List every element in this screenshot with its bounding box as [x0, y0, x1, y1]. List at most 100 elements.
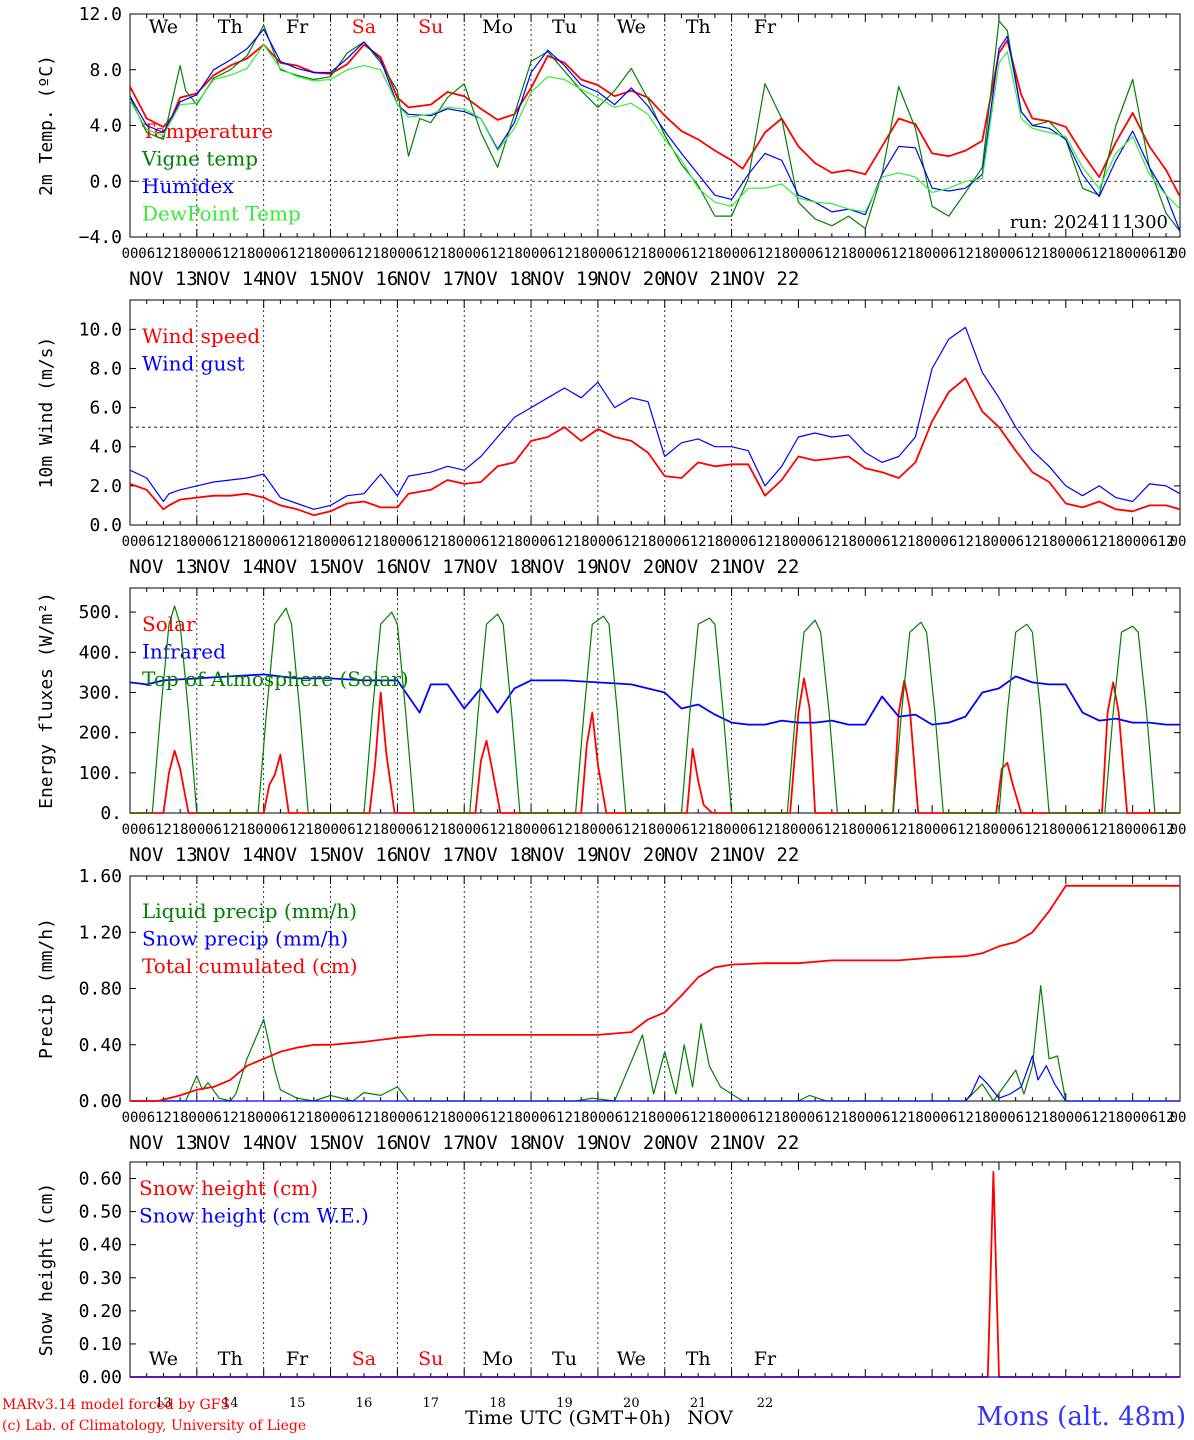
y-tick-label: 0.10	[79, 1334, 122, 1355]
legend-entry: Temperature	[142, 119, 273, 143]
x-hour-label: 06	[406, 534, 423, 550]
x-hour-label: 06	[539, 246, 556, 262]
x-date-label: NOV 18	[463, 556, 532, 578]
x-date-label: NOV 14	[196, 1132, 265, 1154]
x-hour-label: 12	[289, 246, 306, 262]
series-line-red	[130, 677, 1180, 814]
station-name: Mons (alt. 48m)	[976, 1402, 1186, 1432]
x-hour-label: 12	[890, 822, 907, 838]
plot-frame	[129, 587, 1181, 814]
x-hour-label: 06	[1074, 1110, 1091, 1126]
x-hour-label: 18	[773, 246, 790, 262]
x-date-label: NOV 17	[396, 268, 465, 290]
x-hour-label: 12	[1158, 534, 1175, 550]
x-hour-label: 18	[706, 246, 723, 262]
x-hour-label: 00	[122, 822, 139, 838]
weekday-label: We	[617, 16, 646, 38]
y-tick-label: 0.00	[79, 1367, 122, 1388]
weekday-label: Tu	[552, 16, 577, 38]
x-hour-label: 06	[472, 246, 489, 262]
x-hour-label: 06	[472, 1110, 489, 1126]
x-hour-label: 06	[740, 246, 757, 262]
x-date-label: NOV 16	[330, 1132, 399, 1154]
x-hour-label: 06	[673, 1110, 690, 1126]
x-hour-label: 00	[857, 1110, 874, 1126]
x-hour-label: 12	[422, 822, 439, 838]
x-hour-label: 06	[539, 534, 556, 550]
x-hour-label: 00	[1170, 1110, 1187, 1126]
x-hour-label: 12	[890, 534, 907, 550]
x-hour-label: 18	[1041, 246, 1058, 262]
weekday-label: Fr	[754, 16, 777, 38]
x-hour-label: 12	[1158, 1110, 1175, 1126]
x-hour-label: 18	[305, 1110, 322, 1126]
series-line-red	[130, 884, 1180, 1102]
x-hour-label: 06	[606, 246, 623, 262]
y-tick-label: 0.0	[89, 171, 122, 192]
weekday-label: Fr	[286, 1348, 309, 1370]
x-day-number: 18	[489, 1396, 506, 1411]
legend-entry: Humidex	[142, 174, 234, 198]
x-day-number: 19	[556, 1396, 573, 1411]
weekday-label: Tu	[552, 1348, 577, 1370]
x-date-label: NOV 17	[396, 844, 465, 866]
x-date-label: NOV 13	[129, 556, 198, 578]
x-date-label: NOV 17	[396, 556, 465, 578]
x-hour-label: 18	[974, 1110, 991, 1126]
legend-entry: Snow height (cm)	[139, 1176, 318, 1200]
x-hour-label: 00	[857, 822, 874, 838]
y-tick-label: 200.	[79, 723, 122, 744]
y-tick-label: 300.	[79, 682, 122, 703]
x-date-label: NOV 20	[597, 1132, 666, 1154]
x-hour-label: 06	[1007, 1110, 1024, 1126]
x-date-label: NOV 17	[396, 1132, 465, 1154]
x-hour-label: 06	[740, 1110, 757, 1126]
x-hour-label: 00	[1124, 1110, 1141, 1126]
legend-entry: Top of Atmosphere (Solar)	[142, 667, 409, 691]
y-tick-label: 1.20	[79, 922, 122, 943]
x-hour-label: 06	[606, 1110, 623, 1126]
x-date-label: NOV 22	[731, 1132, 800, 1154]
x-hour-label: 12	[556, 822, 573, 838]
x-date-label: NOV 18	[463, 1132, 532, 1154]
x-hour-label: 06	[539, 1110, 556, 1126]
x-hour-label: 00	[656, 534, 673, 550]
x-hour-label: 06	[1141, 534, 1158, 550]
x-hour-label: 18	[840, 822, 857, 838]
x-hour-label: 12	[957, 1110, 974, 1126]
x-hour-label: 00	[589, 1110, 606, 1126]
x-hour-label: 12	[623, 1110, 640, 1126]
x-hour-label: 12	[690, 246, 707, 262]
x-hour-label: 18	[506, 534, 523, 550]
x-hour-label: 00	[389, 822, 406, 838]
x-hour-label: 00	[456, 822, 473, 838]
x-hour-label: 00	[122, 534, 139, 550]
x-hour-label: 18	[1108, 246, 1125, 262]
x-hour-label: 18	[1108, 534, 1125, 550]
x-hour-label: 12	[422, 534, 439, 550]
x-hour-label: 12	[1024, 822, 1041, 838]
x-hour-label: 18	[1041, 822, 1058, 838]
x-hour-label: 00	[255, 1110, 272, 1126]
x-date-label: NOV 15	[263, 268, 332, 290]
x-hour-label: 00	[1124, 822, 1141, 838]
x-hour-label: 06	[205, 822, 222, 838]
x-hour-label: 00	[188, 534, 205, 550]
x-hour-label: 06	[339, 1110, 356, 1126]
x-hour-label: 00	[790, 246, 807, 262]
x-hour-label: 12	[556, 534, 573, 550]
x-hour-label: 18	[372, 822, 389, 838]
x-hour-label: 06	[1007, 246, 1024, 262]
x-hour-label: 00	[188, 246, 205, 262]
x-hour-label: 18	[706, 534, 723, 550]
x-hour-label: 00	[991, 822, 1008, 838]
x-hour-label: 12	[289, 534, 306, 550]
x-hour-label: 18	[506, 246, 523, 262]
legend-entry: Snow precip (mm/h)	[142, 927, 348, 951]
x-hour-label: 18	[172, 246, 189, 262]
x-hour-label: 12	[356, 246, 373, 262]
y-tick-label: 2.0	[89, 476, 122, 497]
weekday-label: Su	[418, 16, 443, 38]
y-tick-label: 6.0	[89, 398, 122, 419]
